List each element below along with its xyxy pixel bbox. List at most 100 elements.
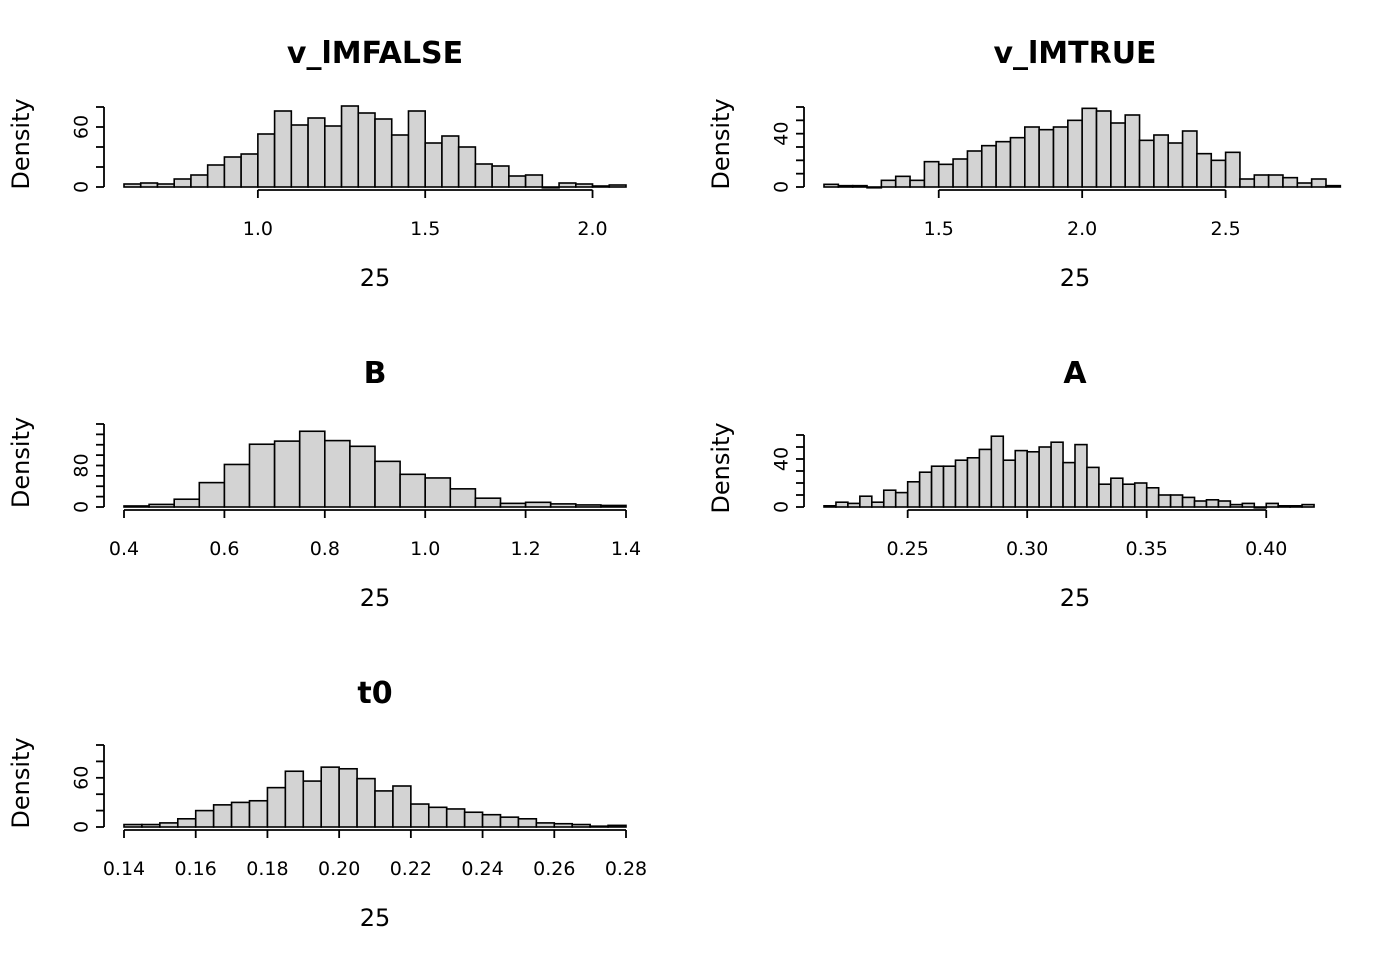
- histogram-bar: [320, 766, 340, 828]
- x-tick-label: 2.5: [1210, 218, 1240, 240]
- histogram-bar: [1095, 110, 1112, 188]
- histogram-bar: [357, 112, 376, 188]
- histogram-panel-3: A 0.25 0.30 0.35 0.40 0 40 Density 25: [707, 356, 1315, 612]
- histogram-bar: [123, 823, 143, 828]
- x-tick-label: 0.24: [461, 858, 503, 880]
- histogram-bar: [123, 183, 142, 188]
- histogram-bar: [966, 150, 983, 188]
- histogram-bar: [323, 439, 351, 508]
- histogram-bar: [952, 158, 969, 188]
- histogram-bar: [823, 504, 837, 508]
- histogram-bar: [549, 503, 577, 508]
- histogram-bar: [835, 501, 849, 508]
- y-tick-label: 0: [71, 821, 93, 833]
- histogram-bar: [1153, 134, 1170, 188]
- histogram-bar: [1193, 500, 1208, 508]
- histogram-bar: [1052, 126, 1069, 188]
- histogram-bar: [190, 174, 209, 188]
- y-axis-label: Density: [707, 422, 735, 513]
- histogram-bar: [474, 497, 502, 508]
- histogram-bar: [1265, 502, 1279, 508]
- histogram-bar: [1009, 136, 1026, 188]
- histogram-bar: [176, 817, 197, 828]
- histogram-bar: [1217, 500, 1232, 508]
- histogram-bar: [266, 786, 287, 828]
- histogram-bar: [1110, 477, 1124, 508]
- histogram-bar: [481, 813, 502, 828]
- x-tick-label: 0.25: [887, 538, 929, 560]
- histogram-bar: [1181, 496, 1196, 508]
- histogram-bar: [1138, 139, 1155, 188]
- histogram-bar: [859, 495, 873, 508]
- x-tick-label: 0.8: [310, 538, 340, 560]
- histogram-bar: [302, 780, 323, 828]
- histogram-bar: [980, 144, 997, 188]
- x-tick-label: 1.0: [243, 218, 273, 240]
- histogram-panel-1: v_lMTRUE 1.5 2.0 2.5 0 40 Density 25: [707, 36, 1342, 292]
- histogram-bar: [1241, 502, 1256, 508]
- x-tick-label: 0.26: [533, 858, 575, 880]
- y-axis-label: Density: [7, 417, 35, 508]
- histogram-bar: [847, 502, 861, 508]
- x-tick-label: 1.5: [410, 218, 440, 240]
- histogram-bar: [148, 503, 176, 508]
- x-tick-label: 1.0: [410, 538, 440, 560]
- x-axis-label: 25: [360, 264, 391, 292]
- histogram-bar: [906, 480, 921, 508]
- histogram-bar: [194, 809, 215, 828]
- x-tick-label: 0.40: [1245, 538, 1287, 560]
- histogram-bar: [1098, 483, 1112, 508]
- histogram-bar: [284, 770, 305, 828]
- histogram-bar: [1086, 466, 1100, 508]
- histogram-bar: [923, 160, 940, 188]
- histogram-bar: [1074, 443, 1088, 508]
- histogram-bar: [445, 808, 466, 828]
- histogram-bar: [223, 156, 242, 188]
- histogram-bar: [463, 811, 484, 828]
- histogram-bar: [600, 504, 627, 508]
- x-axis-label: 25: [360, 584, 391, 612]
- histogram-bar: [1038, 446, 1052, 508]
- histogram-bar: [918, 471, 933, 508]
- histogram-bar: [882, 489, 897, 508]
- histogram-bar: [574, 504, 602, 508]
- histogram-bar: [1289, 504, 1303, 508]
- histogram-bar: [156, 183, 175, 188]
- histogram-bar: [851, 184, 868, 188]
- x-axis-label: 25: [360, 904, 391, 932]
- y-axis-label: Density: [707, 98, 735, 189]
- histogram-bar: [1325, 184, 1342, 188]
- histogram-bar: [1229, 503, 1244, 508]
- histogram-bar: [307, 117, 326, 188]
- histogram-bar: [1169, 494, 1184, 508]
- histogram-bar: [248, 799, 269, 828]
- histogram-bar: [424, 142, 443, 188]
- histogram-bar: [1277, 504, 1291, 508]
- histogram-bar: [1239, 178, 1256, 188]
- x-tick-label: 2.0: [577, 218, 607, 240]
- histogram-bar: [1002, 459, 1017, 508]
- histogram-bar: [1050, 441, 1064, 508]
- y-axis-label: Density: [7, 737, 35, 828]
- histogram-bar: [1224, 151, 1241, 188]
- histogram-bar: [1282, 176, 1299, 188]
- histogram-bar: [273, 110, 293, 188]
- y-tick-label: 40: [771, 122, 793, 146]
- histogram-panel-4: t0 0.14 0.16 0.18 0.20 0.22 0.24 0.26 0.28 0 60 Den…: [7, 676, 647, 932]
- histogram-bar: [349, 445, 376, 508]
- histogram-bar: [1024, 126, 1040, 188]
- histogram-bar: [248, 443, 276, 508]
- histogram-bar: [212, 804, 233, 828]
- histogram-bar: [340, 105, 360, 188]
- y-tick-label: 40: [771, 447, 793, 471]
- histogram-bar: [1124, 114, 1141, 188]
- y-tick-label: 0: [771, 181, 793, 193]
- histogram-bar: [457, 146, 477, 188]
- histogram-bar: [399, 473, 427, 508]
- histogram-bar: [273, 440, 301, 508]
- panel-title: A: [1063, 356, 1087, 391]
- histogram-bar: [474, 163, 493, 188]
- y-tick-label: 0: [71, 501, 93, 513]
- histogram-bar: [589, 825, 609, 828]
